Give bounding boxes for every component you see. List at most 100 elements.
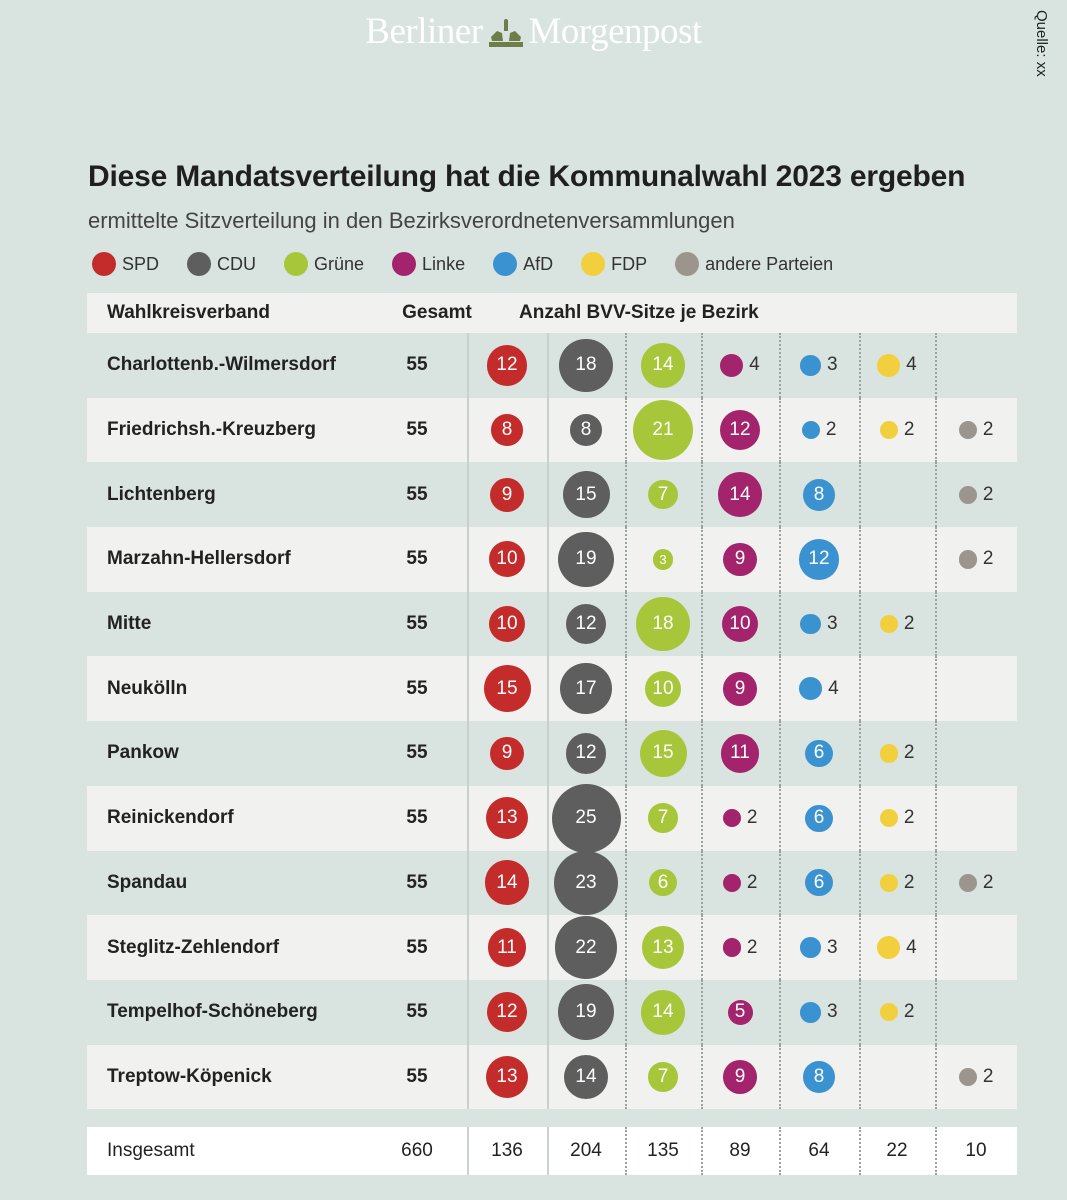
seat-bubble-small: 2 xyxy=(722,936,758,959)
seat-cell: 12 xyxy=(547,592,625,657)
legend-swatch xyxy=(392,252,417,276)
seat-bubble: 8 xyxy=(803,1061,835,1093)
seat-value: 2 xyxy=(982,1065,994,1087)
district-name: Marzahn-Hellersdorf xyxy=(107,548,291,570)
seat-bubble: 6 xyxy=(805,739,833,768)
seat-bubble: 15 xyxy=(562,471,610,519)
table-row: Charlottenb.-Wilmersdorf 55 12 18 14 4 3 4 xyxy=(87,333,1017,398)
seat-cell: 4 xyxy=(701,333,779,398)
legend-label: Linke xyxy=(422,253,466,274)
seat-dot xyxy=(958,873,977,893)
seat-cell: 9 xyxy=(701,656,779,721)
seat-bubble: 12 xyxy=(798,539,840,580)
district-total: 55 xyxy=(406,419,428,441)
seat-cell: 2 xyxy=(779,398,859,463)
seat-bubble: 9 xyxy=(723,1060,757,1094)
quadriga-icon xyxy=(487,16,525,59)
column-divider xyxy=(859,462,861,528)
column-divider xyxy=(547,333,549,398)
seat-cell: 15 xyxy=(625,721,701,786)
summary-seat-total: 135 xyxy=(647,1140,679,1161)
column-divider xyxy=(467,462,469,528)
column-divider xyxy=(547,915,549,980)
seat-bubble-small: 2 xyxy=(958,548,993,570)
seat-dot xyxy=(958,550,977,569)
seat-bubble-small: 2 xyxy=(879,742,914,764)
seat-cell: 2 xyxy=(935,527,1017,592)
seat-cell: 7 xyxy=(625,786,701,851)
seat-cell: 2 xyxy=(935,398,1017,463)
column-divider xyxy=(467,785,469,851)
seat-value: 3 xyxy=(827,1001,838,1023)
seat-bubble: 7 xyxy=(648,1062,678,1092)
district-name: Friedrichsh.-Kreuzberg xyxy=(107,419,317,441)
seat-value: 2 xyxy=(982,483,994,505)
column-divider xyxy=(547,1127,549,1175)
column-divider xyxy=(701,591,703,657)
seat-bubble: 23 xyxy=(553,850,619,916)
seat-bubble: 13 xyxy=(485,796,529,840)
district-name: Lichtenberg xyxy=(107,483,216,505)
seat-bubble-small: 3 xyxy=(800,354,838,376)
seat-bubble: 6 xyxy=(805,869,833,897)
seat-bubble: 13 xyxy=(485,1055,529,1099)
table-row: Steglitz-Zehlendorf 55 11 22 13 2 3 4 xyxy=(87,915,1017,980)
seat-value: 2 xyxy=(746,936,758,958)
table-row: Lichtenberg 55 9 15 7 14 8 2 xyxy=(87,462,1017,528)
seat-dot xyxy=(722,938,741,957)
seat-bubble: 10 xyxy=(722,606,758,643)
seat-dot xyxy=(800,937,821,958)
seat-bubble: 17 xyxy=(560,663,612,715)
seat-cell: 4 xyxy=(859,915,935,980)
legend-item: andere Parteien xyxy=(675,252,833,276)
seat-cell: 12 xyxy=(467,980,547,1045)
source-note: Quelle: xx xyxy=(1033,10,1050,77)
seat-bubble: 7 xyxy=(648,803,678,833)
seat-dot xyxy=(879,1003,898,1022)
column-divider xyxy=(467,333,469,398)
seat-cell: 6 xyxy=(779,786,859,851)
seat-cell: 8 xyxy=(467,398,547,463)
summary-seat-total: 89 xyxy=(729,1140,751,1161)
seat-cell: 21 xyxy=(625,398,701,463)
column-divider xyxy=(625,527,627,592)
column-divider xyxy=(935,850,937,916)
seat-cell: 12 xyxy=(701,398,779,463)
seat-cell: 4 xyxy=(859,333,935,398)
column-divider xyxy=(547,785,549,851)
seat-cell: 6 xyxy=(779,851,859,916)
seat-cell: 2 xyxy=(935,1045,1017,1110)
column-divider xyxy=(625,333,627,398)
seat-value: 2 xyxy=(982,871,994,893)
seat-bubble: 10 xyxy=(645,670,681,707)
seat-cell: 12 xyxy=(779,527,859,592)
district-total: 55 xyxy=(406,677,428,699)
column-divider xyxy=(625,656,627,722)
column-divider xyxy=(779,1044,781,1110)
seat-bubble-small: 2 xyxy=(722,807,757,829)
legend-label: SPD xyxy=(122,253,160,274)
seat-cell: 4 xyxy=(779,656,859,721)
column-divider xyxy=(547,850,549,916)
seat-cell: 13 xyxy=(467,786,547,851)
legend-swatch xyxy=(187,252,212,276)
seat-bubble-small: 2 xyxy=(879,613,914,635)
seat-value: 3 xyxy=(827,354,838,376)
column-divider xyxy=(625,1127,627,1175)
seat-cell: 14 xyxy=(547,1045,625,1110)
seat-cell: 18 xyxy=(547,333,625,398)
header-total: Gesamt xyxy=(402,302,472,323)
legend-item: Linke xyxy=(392,252,465,276)
seat-bubble: 12 xyxy=(565,733,607,774)
seat-bubble: 11 xyxy=(720,734,760,773)
seat-dot xyxy=(879,808,898,828)
column-divider xyxy=(547,1044,549,1110)
seat-dot xyxy=(958,485,977,504)
seat-dot xyxy=(720,353,744,377)
seat-dot xyxy=(877,353,901,377)
column-divider xyxy=(625,462,627,528)
column-divider xyxy=(701,333,703,398)
column-divider xyxy=(779,397,781,463)
summary-seat-total: 10 xyxy=(965,1140,987,1161)
seat-cell: 10 xyxy=(701,592,779,657)
